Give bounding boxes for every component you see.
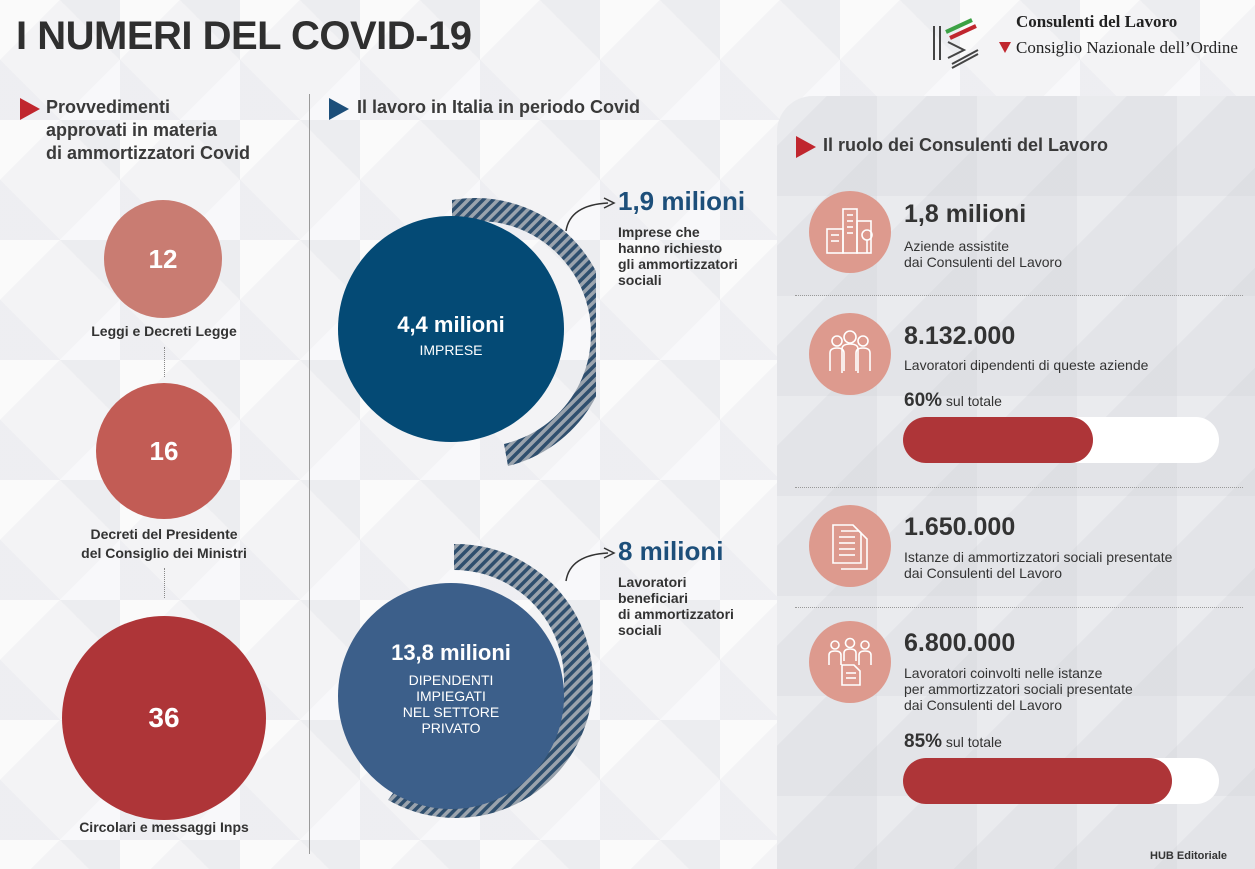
stat-value: 6.800.000: [904, 629, 1016, 657]
left-heading-line: di ammortizzatori Covid: [46, 143, 251, 163]
stat-description: Aziende assistite dai Consulenti del Lav…: [904, 238, 1062, 270]
circle-value: 36: [148, 702, 180, 733]
circle-label: Circolari e messaggi Inps: [79, 819, 249, 835]
imprese-circle: [338, 216, 564, 442]
curved-arrow-icon: [565, 197, 616, 232]
dipendenti-label-line: NEL SETTORE: [402, 704, 500, 720]
buildings-icon: [809, 191, 891, 273]
column-divider: [309, 94, 310, 854]
callout-value: 1,9 milioni: [618, 186, 746, 216]
percent-bar-85: [903, 758, 1219, 804]
callout-line: di ammortizzatori: [618, 606, 734, 622]
separator: [795, 487, 1243, 488]
section-arrow-icon: [329, 98, 349, 120]
dotted-connector: [164, 568, 165, 598]
dipendenti-center: 13,8 milioni DIPENDENTI IMPIEGATI NEL SE…: [336, 640, 566, 736]
circle-value: 16: [149, 435, 179, 466]
percent-value: 60%: [904, 390, 943, 411]
callout-value: 8 milioni: [618, 536, 724, 566]
callout-line: sociali: [618, 622, 662, 638]
section-arrow-icon: [20, 98, 40, 120]
right-heading: Il ruolo dei Consulenti del Lavoro: [823, 135, 1109, 155]
credit: HUB Editoriale: [1150, 850, 1228, 862]
percent-bar-fill: [903, 758, 1172, 804]
section-arrow-icon: [796, 136, 816, 158]
percent-value: 85%: [904, 731, 943, 752]
percent-label: 85% sul totale: [904, 731, 1002, 753]
percent-bar-fill: [903, 417, 1093, 463]
dipendenti-label-line: PRIVATO: [421, 720, 481, 736]
stat-description: Istanze di ammortizzatori sociali presen…: [904, 549, 1172, 581]
circle-label: Decreti del Presidente del Consiglio dei…: [14, 525, 314, 563]
logo-org: Consiglio Nazionale dell’Ordine: [1016, 38, 1238, 57]
imprese-center: 4,4 milioni IMPRESE: [336, 312, 566, 358]
stat-description: Lavoratori coinvolti nelle istanze per a…: [904, 665, 1133, 713]
workers-document-icon: [809, 621, 891, 703]
stat-line: dai Consulenti del Lavoro: [904, 565, 1062, 581]
imprese-value: 4,4 milioni: [397, 312, 505, 337]
callout-line: beneficiari: [618, 590, 689, 606]
middle-heading: Il lavoro in Italia in periodo Covid: [357, 97, 641, 117]
left-heading-line: approvati in materia: [46, 120, 218, 140]
stat-line: Lavoratori coinvolti nelle istanze: [904, 665, 1103, 681]
dipendenti-label-line: DIPENDENTI: [408, 672, 494, 688]
percent-label: 60% sul totale: [904, 390, 1002, 412]
stat-line: dai Consulenti del Lavoro: [904, 254, 1062, 270]
stat-description: Lavoratori dipendenti di queste aziende: [904, 357, 1149, 373]
page-title: I NUMERI DEL COVID-19: [16, 14, 472, 58]
separator: [795, 295, 1243, 296]
imprese-label: IMPRESE: [419, 342, 483, 358]
logo-name: Consulenti del Lavoro: [1016, 12, 1178, 31]
callout-line: sociali: [618, 272, 662, 288]
logo-triangle-icon: [999, 42, 1011, 53]
percent-text: sul totale: [945, 393, 1002, 409]
percent-text: sul totale: [945, 734, 1002, 750]
callout-description: Lavoratori beneficiari di ammortizzatori…: [618, 574, 734, 638]
dotted-connector: [164, 347, 165, 377]
dipendenti-label-line: IMPIEGATI: [416, 688, 486, 704]
callout-description: Imprese che hanno richiesto gli ammortiz…: [618, 224, 738, 288]
stat-line: per ammortizzatori sociali presentate: [904, 681, 1133, 697]
curved-arrow-icon: [565, 547, 616, 582]
circle-label-line: del Consiglio dei Ministri: [81, 545, 247, 561]
stat-value: 8.132.000: [904, 322, 1016, 350]
stat-value: 1.650.000: [904, 513, 1016, 541]
percent-bar-60: [903, 417, 1219, 463]
callout-line: hanno richiesto: [618, 240, 723, 256]
callout-line: Imprese che: [618, 224, 700, 240]
dipendenti-value: 13,8 milioni: [391, 640, 511, 665]
circle-decreti: 16: [96, 383, 232, 519]
circle-leggi: 12: [104, 200, 222, 318]
cnocdl-logo-icon: [933, 18, 979, 69]
imprese-donut-chart: [338, 198, 596, 466]
dipendenti-donut-chart: [338, 543, 593, 818]
circle-value: 12: [148, 243, 178, 274]
people-icon: [809, 313, 891, 395]
stat-line: Istanze di ammortizzatori sociali presen…: [904, 549, 1173, 565]
circle-label-line: Decreti del Presidente: [90, 526, 238, 542]
left-heading-line: Provvedimenti: [46, 97, 171, 117]
dipendenti-circle: [338, 583, 564, 809]
callout-line: gli ammortizzatori: [618, 256, 738, 272]
circle-label: Leggi e Decreti Legge: [91, 323, 237, 339]
stat-line: dai Consulenti del Lavoro: [904, 697, 1062, 713]
callout-line: Lavoratori: [618, 574, 687, 590]
left-heading: Provvedimenti approvati in materia di am…: [46, 96, 250, 165]
separator: [795, 607, 1243, 608]
dipendenti-label: DIPENDENTI IMPIEGATI NEL SETTORE PRIVATO: [336, 672, 566, 736]
stat-line: Aziende assistite: [904, 238, 1010, 254]
stat-value: 1,8 milioni: [904, 200, 1027, 228]
circle-circolari: 36: [62, 616, 266, 820]
documents-icon: [809, 505, 891, 587]
